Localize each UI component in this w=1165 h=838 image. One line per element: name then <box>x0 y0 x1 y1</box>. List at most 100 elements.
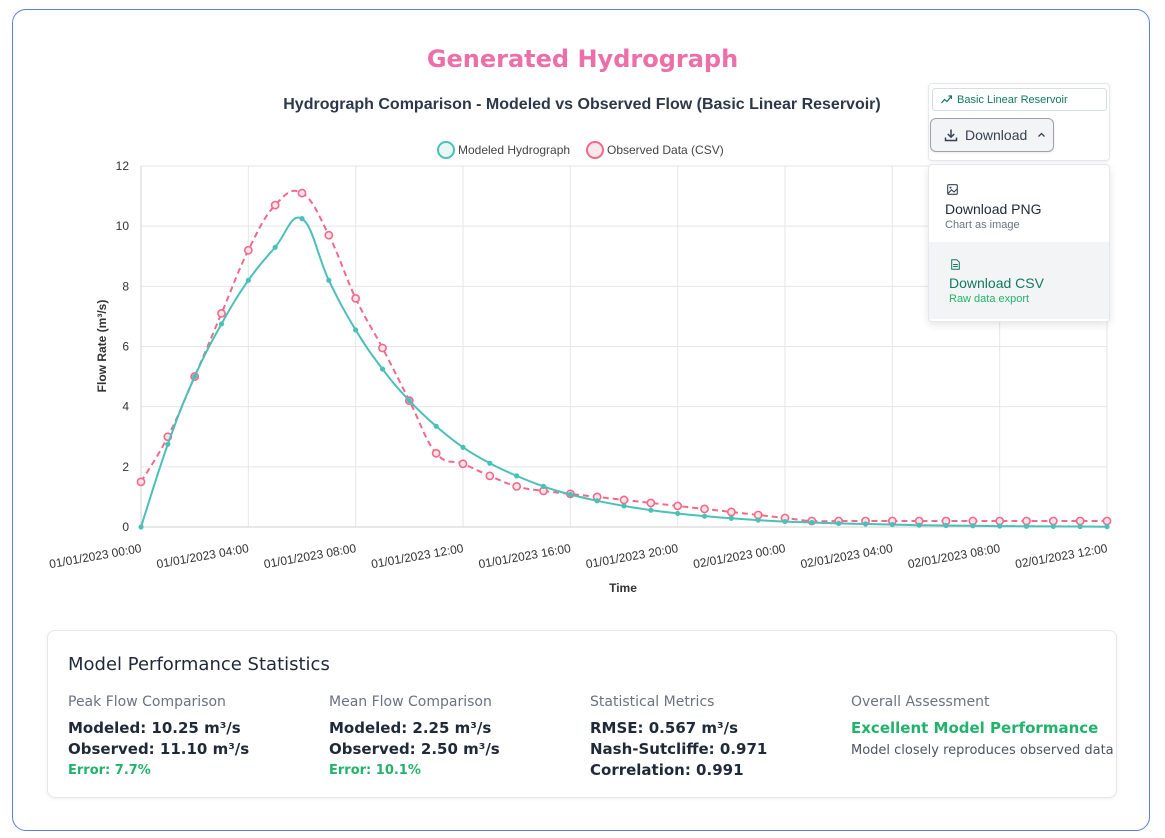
y-tick-label: 8 <box>122 279 129 293</box>
download-panel: Basic Linear Reservoir Download <box>928 83 1110 161</box>
model-badge-label: Basic Linear Reservoir <box>957 93 1068 106</box>
observed-point <box>646 498 656 508</box>
series-layer <box>136 188 1112 530</box>
y-tick-label: 2 <box>122 460 129 474</box>
x-tick-label: 01/01/2023 20:00 <box>585 541 680 571</box>
peak-flow-section: Peak Flow Comparison Modeled: 10.25 m³/s… <box>68 694 249 781</box>
x-tick-label: 02/01/2023 04:00 <box>799 541 894 571</box>
modeled-point <box>836 520 842 526</box>
modeled-point <box>379 366 386 372</box>
modeled-point <box>621 503 627 509</box>
y-axis-title: Flow Rate (m³/s) <box>95 300 109 393</box>
menu-item-download-png[interactable]: Download PNG Chart as image <box>929 165 1109 242</box>
modeled-point <box>594 498 600 504</box>
modeled-point <box>192 373 198 380</box>
menu-item-download-csv[interactable]: Download CSV Raw data export <box>929 242 1109 319</box>
performance-stats-card: Model Performance Statistics Peak Flow C… <box>47 630 1117 798</box>
observed-point <box>726 507 736 517</box>
mean-modeled: Modeled: 2.25 m³/s <box>329 719 492 737</box>
observed-point <box>136 477 146 487</box>
peak-modeled: Modeled: 10.25 m³/s <box>68 719 241 737</box>
page-title: Generated Hydrograph <box>426 45 739 73</box>
modeled-point <box>540 483 547 489</box>
observed-point <box>619 495 629 505</box>
menu-item-label: Download CSV <box>949 275 1044 291</box>
menu-item-sub: Chart as image <box>945 219 1020 231</box>
modeled-point <box>165 441 171 447</box>
metrics-heading: Statistical Metrics <box>590 694 715 710</box>
modeled-point <box>648 507 654 513</box>
assessment-heading: Overall Assessment <box>851 694 990 710</box>
modeled-point <box>862 521 869 527</box>
modeled-point <box>970 523 976 529</box>
hydrograph-chart: Hydrograph Comparison - Modeled vs Obser… <box>48 96 1112 595</box>
download-button-label: Download <box>965 127 1028 143</box>
modeled-point <box>1104 524 1110 530</box>
modeled-point <box>460 444 466 450</box>
menu-item-label: Download PNG <box>945 201 1042 217</box>
assessment-note: Model closely reproduces observed data <box>851 743 1114 758</box>
mean-flow-heading: Mean Flow Comparison <box>329 694 492 710</box>
x-tick-label: 01/01/2023 08:00 <box>263 541 358 571</box>
file-text-icon <box>951 259 960 270</box>
modeled-point <box>218 321 225 327</box>
assessment-verdict: Excellent Model Performance <box>851 719 1099 737</box>
observed-point <box>270 200 280 210</box>
legend-label: Modeled Hydrograph <box>458 143 570 157</box>
modeled-point <box>514 473 520 479</box>
chart-legend: Modeled Hydrograph Observed Data (CSV) <box>437 141 724 159</box>
x-axis-ticks: 01/01/2023 00:00 01/01/2023 04:00 01/01/20… <box>48 541 1109 571</box>
assessment-section: Overall Assessment Excellent Model Perfo… <box>851 694 1114 763</box>
observed-point <box>700 504 709 514</box>
modeled-point <box>326 277 332 283</box>
observed-point <box>243 245 253 255</box>
observed-point <box>673 501 683 511</box>
download-icon <box>944 129 958 142</box>
modeled-point <box>487 460 493 466</box>
modeled-series <box>138 216 1110 530</box>
y-axis-ticks: 0 2 4 6 8 10 12 <box>116 159 130 534</box>
modeled-point <box>1050 523 1056 529</box>
x-tick-label: 01/01/2023 16:00 <box>477 541 572 571</box>
observed-point <box>485 471 495 481</box>
observed-point <box>431 448 441 458</box>
modeled-point <box>1023 523 1030 529</box>
x-tick-label: 01/01/2023 04:00 <box>155 541 250 571</box>
stats-title: Model Performance Statistics <box>68 654 330 675</box>
observed-point <box>512 481 522 491</box>
x-tick-label: 02/01/2023 00:00 <box>692 541 787 571</box>
legend-item-observed: Observed Data (CSV) <box>586 141 724 159</box>
legend-item-modeled: Modeled Hydrograph <box>437 141 570 159</box>
peak-error: Error: 7.7% <box>68 763 151 778</box>
observed-point <box>217 309 226 318</box>
download-menu: Download PNG Chart as image Download CSV… <box>928 164 1110 322</box>
nse-value: Nash-Sutcliffe: 0.971 <box>590 740 768 758</box>
modeled-point <box>943 522 949 529</box>
modeled-point <box>406 398 412 404</box>
modeled-point <box>1077 523 1083 530</box>
x-axis-title: Time <box>609 581 637 595</box>
mean-flow-section: Mean Flow Comparison Modeled: 2.25 m³/s … <box>329 694 500 781</box>
observed-point <box>1022 516 1031 526</box>
modeled-point <box>997 523 1003 529</box>
observed-point <box>1075 516 1085 526</box>
mean-observed: Observed: 2.50 m³/s <box>329 740 500 758</box>
y-tick-label: 6 <box>122 340 129 354</box>
observed-point <box>1102 516 1112 526</box>
metrics-section: Statistical Metrics RMSE: 0.567 m³/s Nas… <box>590 694 767 781</box>
modeled-point <box>245 277 251 283</box>
modeled-point <box>567 491 573 498</box>
modeled-point <box>138 524 144 530</box>
download-button[interactable]: Download <box>930 118 1054 152</box>
image-icon <box>947 184 958 195</box>
rmse-value: RMSE: 0.567 m³/s <box>590 719 739 737</box>
modeled-point <box>728 515 734 521</box>
modeled-point <box>809 519 815 526</box>
mean-error: Error: 10.1% <box>329 763 421 778</box>
observed-point <box>378 343 387 353</box>
modeled-point <box>433 423 439 429</box>
legend-label: Observed Data (CSV) <box>607 143 724 157</box>
observed-point <box>458 459 468 469</box>
legend-swatch <box>437 141 455 159</box>
modeled-point <box>353 327 359 333</box>
